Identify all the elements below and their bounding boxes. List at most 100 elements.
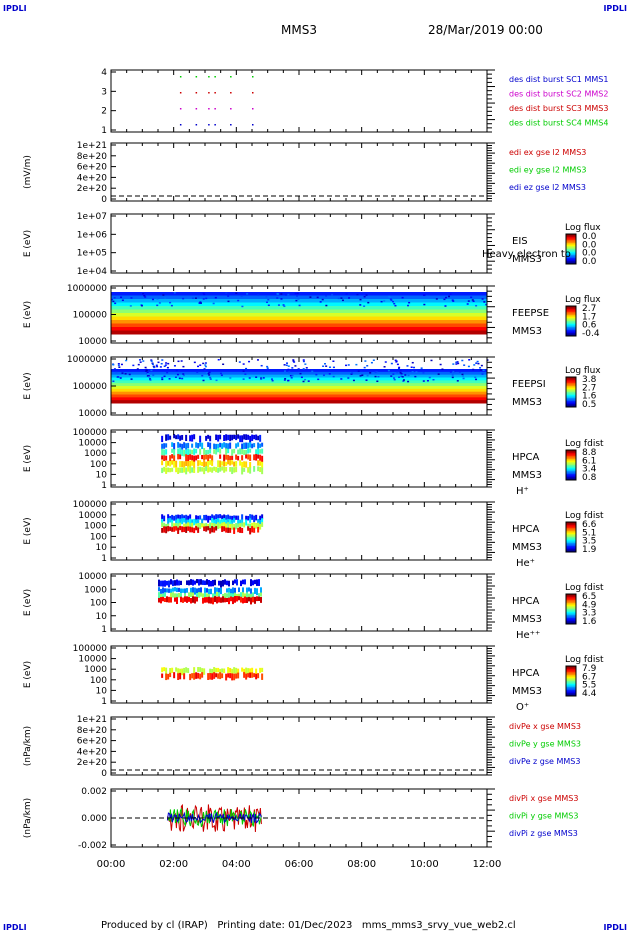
colorbar-tick-label: 1.6	[582, 392, 597, 402]
spectrogram-pixel	[245, 454, 248, 459]
spectrogram-pixel	[321, 298, 324, 301]
spectrogram-pixel	[169, 301, 172, 304]
spectrogram-pixel	[289, 374, 292, 377]
spectrogram-pixel	[163, 526, 166, 533]
spectrogram-pixel	[203, 454, 206, 461]
spectrogram-pixel	[251, 526, 254, 533]
spectrogram-pixel	[199, 435, 202, 443]
y-tick-label: 1e+04	[77, 267, 108, 277]
burst-point	[208, 92, 210, 94]
spectrogram-pixel	[225, 519, 228, 527]
spectrogram-pixel	[200, 587, 202, 595]
spectrogram-pixel	[189, 454, 192, 460]
spectrogram-pixel	[182, 374, 185, 377]
spectrogram-pixel	[444, 305, 447, 307]
spectrogram-pixel	[345, 364, 348, 367]
spectrogram-pixel	[233, 667, 236, 674]
spectrogram-pixel	[266, 301, 269, 304]
spectrogram-pixel	[182, 297, 185, 300]
spectrogram-pixel	[280, 298, 283, 300]
spectrogram-pixel	[231, 455, 234, 460]
colorbar-tick-label: 0.8	[582, 473, 597, 483]
spectrogram-pixel	[257, 518, 260, 525]
spectrogram-pixel	[185, 461, 188, 467]
colorbar-segment	[566, 607, 576, 610]
spectrogram-pixel	[199, 448, 202, 455]
spectrogram-pixel	[214, 587, 216, 594]
spectrogram-pixel	[221, 526, 224, 532]
spectrogram-pixel	[191, 455, 194, 461]
y-tick-label: 100	[90, 460, 107, 470]
spectrogram-pixel	[189, 460, 192, 467]
spectrogram-pixel	[174, 597, 176, 602]
y-tick-label: 4e+20	[77, 747, 108, 757]
spectrogram-pixel	[220, 587, 222, 595]
spectrogram-pixel	[261, 522, 264, 527]
spectrogram-pixel	[202, 580, 204, 585]
spectrogram-pixel	[216, 592, 218, 597]
panel-edi	[110, 142, 495, 202]
spectrogram-pixel	[196, 588, 198, 594]
instrument-label: FEEPSE	[512, 308, 549, 319]
spectrogram-pixel	[167, 526, 170, 532]
spectrogram-pixel	[217, 518, 220, 524]
spectrogram-pixel	[191, 449, 194, 455]
spectrogram-pixel	[227, 667, 230, 673]
spectrogram-pixel	[443, 298, 446, 301]
spectrogram-pixel	[229, 455, 232, 461]
y-tick-label: 6e+20	[77, 163, 108, 173]
spectrogram-pixel	[186, 580, 188, 585]
spectrogram-pixel	[146, 375, 149, 377]
colorbar-segment	[566, 258, 576, 260]
spectrogram-pixel	[211, 455, 214, 463]
colorbar-segment	[566, 451, 576, 454]
spectrogram-pixel	[194, 587, 196, 595]
spectrogram-pixel	[253, 673, 256, 678]
spectrogram-pixel	[199, 466, 202, 472]
spectrogram-pixel	[221, 673, 224, 679]
panel-frame	[110, 69, 488, 133]
corner-label: IPDLI	[3, 4, 27, 13]
colorbar-segment	[566, 460, 576, 463]
spectrogram-pixel	[248, 596, 250, 602]
spectrogram-pixel	[235, 667, 238, 675]
spectrogram-pixel	[243, 434, 246, 440]
y-tick-label: 1e+07	[77, 212, 107, 222]
spectrogram-pixel	[245, 461, 248, 468]
spectrogram-pixel	[202, 379, 205, 382]
colorbar-segment	[566, 306, 576, 308]
spectrogram-pixel	[290, 377, 293, 379]
spectrogram-pixel	[223, 522, 226, 529]
spectrogram-pixel	[292, 360, 295, 362]
spectrogram-pixel	[358, 293, 361, 295]
spectrogram-pixel	[205, 372, 208, 374]
spectrogram-pixel	[157, 297, 160, 299]
colorbar-segment	[566, 456, 576, 458]
spectrogram-pixel	[177, 527, 180, 534]
spectrogram-pixel	[195, 448, 198, 454]
spectrogram-pixel	[286, 362, 289, 364]
spectrogram-pixel	[196, 579, 198, 584]
colorbar-segment	[566, 540, 576, 542]
spectrogram-pixel	[216, 587, 218, 592]
spectrogram-pixel	[185, 434, 188, 442]
spectrogram-pixel	[205, 297, 208, 300]
y-tick-label: 10000	[78, 337, 107, 347]
spectrogram-pixel	[332, 360, 335, 362]
spectrogram-pixel	[266, 367, 269, 369]
spectrogram-pixel	[165, 523, 168, 529]
spectrogram-pixel	[192, 592, 194, 598]
spectrogram-pixel	[174, 593, 176, 600]
spectrogram-pixel	[297, 368, 300, 371]
spectrogram-pixel	[163, 443, 166, 449]
spectrogram-pixel	[194, 297, 197, 299]
spectrogram-pixel	[151, 362, 154, 364]
spectrogram-pixel	[240, 596, 242, 603]
spectrogram-pixel	[196, 371, 199, 373]
colorbar-segment	[566, 246, 576, 248]
spectrogram-pixel	[208, 579, 210, 587]
y-tick-label: 100	[90, 532, 107, 542]
spectrogram-band	[111, 306, 487, 310]
spectrogram-pixel	[185, 449, 188, 456]
spectrogram-pixel	[237, 455, 240, 461]
